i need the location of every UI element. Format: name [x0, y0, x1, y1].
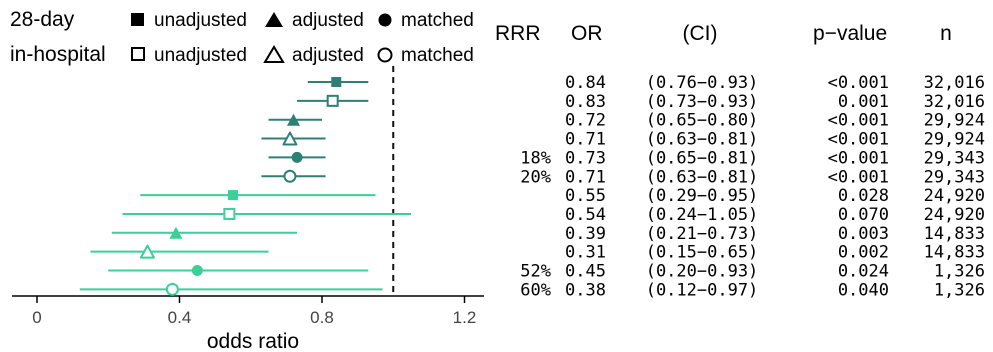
p-value-cell: <0.001 — [828, 148, 889, 168]
p-value-cell: 0.001 — [838, 92, 889, 112]
ci-cell: (0.21−0.73) — [646, 224, 759, 244]
p-value-cell: <0.001 — [828, 73, 889, 93]
legend-circle-filled-icon — [378, 13, 392, 27]
point-circle-marker — [291, 151, 303, 163]
n-cell: 14,833 — [924, 224, 985, 244]
or-cell: 0.39 — [565, 224, 606, 244]
ci-cell: (0.65−0.80) — [646, 111, 759, 131]
p-value-cell: 0.040 — [838, 280, 889, 300]
point-circle-marker — [191, 265, 203, 276]
header-ci: (CI) — [683, 22, 718, 45]
header-rrr: RRR — [495, 22, 541, 45]
or-cell: 0.84 — [565, 73, 606, 93]
point-circle-marker — [283, 169, 297, 183]
n-cell: 29,343 — [924, 167, 985, 187]
header-p-value: p−value — [813, 22, 887, 45]
or-cell: 0.45 — [565, 262, 606, 282]
p-value-cell: 0.002 — [838, 243, 889, 263]
ci-cell: (0.24−1.05) — [646, 205, 759, 225]
or-cell: 0.38 — [565, 280, 606, 300]
legend-triangle-open-icon — [263, 45, 285, 63]
results-table: 0.84 (0.76−0.93) <0.001 32,016 0.83 (0.73−0.9… — [520, 73, 985, 300]
x-axis-label: odds ratio — [207, 330, 299, 352]
ci-cell: (0.63−0.81) — [646, 130, 759, 150]
p-value-cell: <0.001 — [828, 130, 889, 150]
p-value-cell: 0.028 — [838, 186, 889, 206]
ci-cell: (0.29−0.95) — [646, 186, 759, 206]
point-triangle-marker — [169, 226, 183, 239]
table-header: RRR OR (CI) p−value n — [495, 22, 952, 45]
x-tick-label: 1.2 — [453, 308, 477, 327]
ci-cell: (0.15−0.65) — [646, 243, 759, 263]
legend-adjusted-label: adjusted — [292, 10, 364, 31]
p-value-cell: 0.070 — [838, 205, 889, 225]
rrr-cell: 52% — [520, 262, 551, 282]
n-cell: 24,920 — [924, 186, 985, 206]
legend-square-open-icon — [131, 47, 145, 61]
n-cell: 29,924 — [924, 111, 985, 131]
or-cell: 0.55 — [565, 186, 606, 206]
ci-cell: (0.65−0.81) — [646, 148, 759, 168]
p-value-cell: <0.001 — [828, 111, 889, 131]
point-circle-marker — [165, 282, 179, 296]
legend-row-inhospital-label: in-hospital — [10, 43, 106, 66]
point-square-marker — [227, 190, 238, 201]
legend-matched-label: matched — [401, 10, 474, 31]
header-n: n — [940, 22, 952, 45]
legend-square-filled-icon — [131, 13, 144, 26]
legend-circle-open-icon — [377, 47, 393, 63]
legend-matched-label-2: matched — [401, 45, 474, 66]
or-cell: 0.71 — [565, 130, 606, 150]
n-cell: 1,326 — [934, 280, 985, 300]
n-cell: 29,343 — [924, 148, 985, 168]
x-tick-label: 0.8 — [310, 308, 334, 327]
legend-unadjusted-label: unadjusted — [154, 10, 247, 31]
ci-cell: (0.63−0.81) — [646, 167, 759, 187]
ci-cell: (0.73−0.93) — [646, 92, 759, 112]
legend: 28-day in-hospital unadjusted adjusted m… — [10, 8, 474, 66]
point-triangle-marker — [139, 244, 155, 259]
point-triangle-marker — [287, 113, 300, 126]
ci-cell: (0.20−0.93) — [646, 262, 759, 282]
n-cell: 32,016 — [924, 92, 985, 112]
point-triangle-marker — [282, 131, 298, 146]
legend-adjusted-label-2: adjusted — [292, 45, 364, 66]
point-square-marker — [331, 77, 342, 87]
or-cell: 0.73 — [565, 148, 606, 168]
p-value-cell: 0.003 — [838, 224, 889, 244]
legend-triangle-filled-icon — [265, 12, 283, 27]
n-cell: 14,833 — [924, 243, 985, 263]
n-cell: 24,920 — [924, 205, 985, 225]
or-cell: 0.54 — [565, 205, 606, 225]
legend-unadjusted-label-2: unadjusted — [154, 45, 247, 66]
ci-cell: (0.12−0.97) — [646, 280, 759, 300]
header-or: OR — [571, 22, 603, 45]
n-cell: 1,326 — [934, 262, 985, 282]
or-cell: 0.72 — [565, 111, 606, 131]
p-value-cell: 0.024 — [838, 262, 889, 282]
plot-area: 0 0.4 0.8 1.2 odds ratio — [12, 66, 484, 352]
ci-cell: (0.76−0.93) — [646, 73, 759, 93]
x-tick-label: 0.4 — [168, 308, 192, 327]
point-square-marker — [326, 94, 339, 107]
rrr-cell: 20% — [520, 167, 551, 187]
n-cell: 32,016 — [924, 73, 985, 93]
rrr-cell: 60% — [520, 280, 551, 300]
legend-row-28day-label: 28-day — [10, 8, 75, 31]
or-cell: 0.83 — [565, 92, 606, 112]
or-cell: 0.71 — [565, 167, 606, 187]
point-square-marker — [223, 207, 236, 220]
x-tick-label: 0 — [32, 308, 41, 327]
rrr-cell: 18% — [520, 148, 551, 168]
n-cell: 29,924 — [924, 130, 985, 150]
or-cell: 0.31 — [565, 243, 606, 263]
p-value-cell: <0.001 — [828, 167, 889, 187]
